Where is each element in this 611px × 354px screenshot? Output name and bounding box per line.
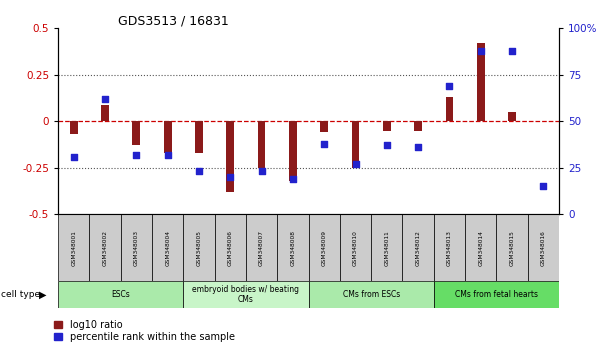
Bar <box>351 121 359 168</box>
Text: ESCs: ESCs <box>111 290 130 299</box>
Point <box>225 174 235 180</box>
Bar <box>434 214 465 281</box>
Bar <box>320 121 328 132</box>
Text: GSM348001: GSM348001 <box>71 230 76 266</box>
Point <box>320 141 329 146</box>
Bar <box>528 214 559 281</box>
Text: GSM348015: GSM348015 <box>510 230 514 266</box>
Bar <box>508 112 516 121</box>
Text: GSM348014: GSM348014 <box>478 230 483 266</box>
Bar <box>226 121 234 192</box>
Point <box>382 143 392 148</box>
Bar <box>371 214 403 281</box>
Bar <box>58 281 183 308</box>
Text: CMs from fetal hearts: CMs from fetal hearts <box>455 290 538 299</box>
Bar <box>164 121 172 153</box>
Point <box>507 48 517 53</box>
Bar <box>121 214 152 281</box>
Point <box>351 161 360 167</box>
Text: GSM348012: GSM348012 <box>415 230 420 266</box>
Bar <box>383 121 391 131</box>
Point <box>413 144 423 150</box>
Point <box>538 183 548 189</box>
Text: GSM348002: GSM348002 <box>103 230 108 266</box>
Text: GSM348010: GSM348010 <box>353 230 358 266</box>
Legend: log10 ratio, percentile rank within the sample: log10 ratio, percentile rank within the … <box>54 320 235 342</box>
Bar <box>309 281 434 308</box>
Bar <box>152 214 183 281</box>
Text: GSM348007: GSM348007 <box>259 230 264 266</box>
Bar <box>183 281 309 308</box>
Bar <box>183 214 214 281</box>
Bar <box>195 121 203 153</box>
Point <box>257 169 266 174</box>
Bar <box>403 214 434 281</box>
Bar <box>309 214 340 281</box>
Bar <box>101 104 109 121</box>
Bar <box>58 214 89 281</box>
Bar <box>289 121 297 181</box>
Point <box>445 83 455 89</box>
Text: embryoid bodies w/ beating
CMs: embryoid bodies w/ beating CMs <box>192 285 299 304</box>
Text: GSM348008: GSM348008 <box>290 230 295 266</box>
Point <box>100 96 110 102</box>
Bar <box>340 214 371 281</box>
Text: GSM348004: GSM348004 <box>165 230 170 266</box>
Text: GSM348006: GSM348006 <box>228 230 233 266</box>
Point <box>194 169 204 174</box>
Bar <box>496 214 528 281</box>
Point <box>131 152 141 158</box>
Bar <box>133 121 141 145</box>
Bar <box>445 97 453 121</box>
Text: GSM348016: GSM348016 <box>541 230 546 266</box>
Bar <box>277 214 309 281</box>
Text: GSM348005: GSM348005 <box>197 230 202 266</box>
Text: GSM348011: GSM348011 <box>384 230 389 266</box>
Bar <box>89 214 121 281</box>
Text: cell type: cell type <box>1 290 40 299</box>
Bar <box>246 214 277 281</box>
Bar <box>477 43 485 121</box>
Text: GSM348009: GSM348009 <box>322 230 327 266</box>
Text: ▶: ▶ <box>38 290 46 300</box>
Text: GSM348013: GSM348013 <box>447 230 452 266</box>
Point <box>69 154 79 159</box>
Bar <box>465 214 497 281</box>
Bar <box>214 214 246 281</box>
Text: GDS3513 / 16831: GDS3513 / 16831 <box>118 14 229 27</box>
Bar <box>414 121 422 131</box>
Text: GSM348003: GSM348003 <box>134 230 139 266</box>
Bar <box>258 121 266 168</box>
Point <box>288 176 298 182</box>
Bar <box>70 121 78 134</box>
Bar <box>434 281 559 308</box>
Text: CMs from ESCs: CMs from ESCs <box>343 290 400 299</box>
Point <box>476 48 486 53</box>
Point <box>163 152 172 158</box>
